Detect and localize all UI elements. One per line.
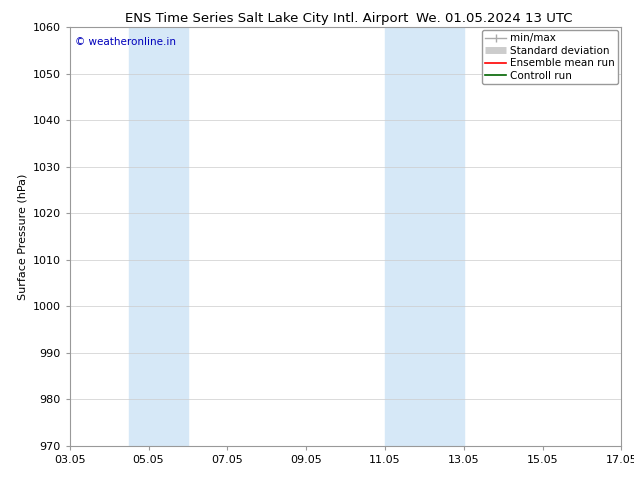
Bar [129, 27, 188, 446]
Legend: min/max, Standard deviation, Ensemble mean run, Controll run: min/max, Standard deviation, Ensemble me… [482, 30, 618, 84]
Bar [385, 27, 463, 446]
Y-axis label: Surface Pressure (hPa): Surface Pressure (hPa) [17, 173, 27, 299]
Text: We. 01.05.2024 13 UTC: We. 01.05.2024 13 UTC [417, 12, 573, 25]
Text: ENS Time Series Salt Lake City Intl. Airport: ENS Time Series Salt Lake City Intl. Air… [125, 12, 408, 25]
Text: © weatheronline.in: © weatheronline.in [75, 37, 176, 48]
